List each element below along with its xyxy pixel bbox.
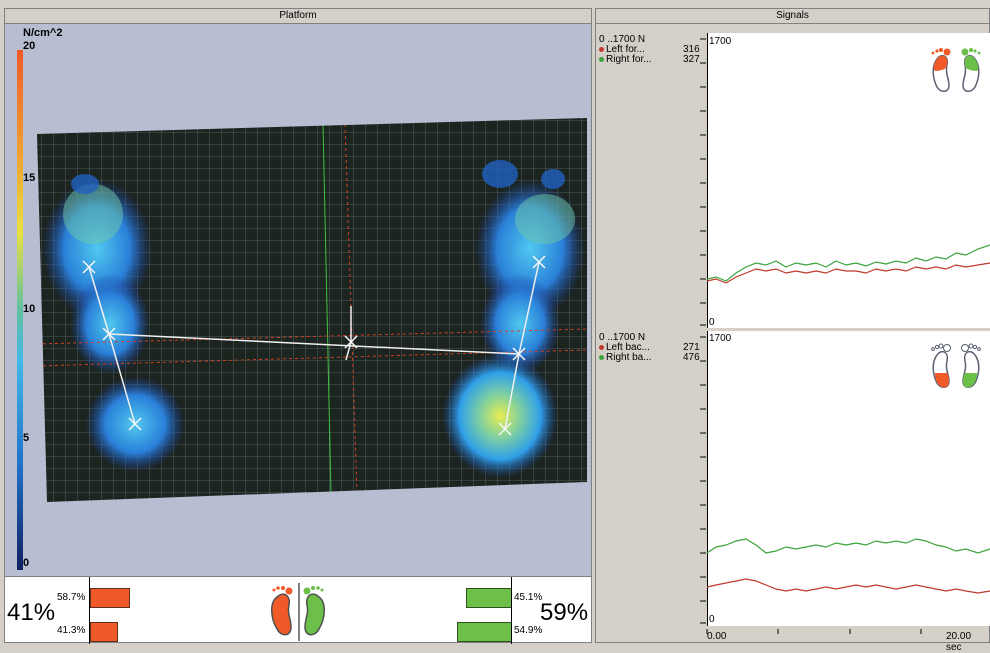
right-heel-row: Right ba... 476 bbox=[599, 353, 700, 363]
left-front-bar bbox=[90, 588, 130, 608]
back-range: 0 ..1700 N bbox=[599, 332, 646, 343]
left-back-percent: 41.3% bbox=[57, 625, 86, 636]
back-right-trace bbox=[706, 538, 990, 554]
left-forefoot-row: Left for... 316 bbox=[599, 45, 700, 55]
right-forefoot-row: Right for... 327 bbox=[599, 55, 700, 65]
left-heel-row: Left bac... 271 bbox=[599, 343, 700, 353]
scale-label-10: 10 bbox=[23, 303, 36, 315]
forefoot-signal-icon bbox=[931, 48, 981, 92]
pressure-map bbox=[5, 24, 591, 576]
platform-panel: Platform bbox=[4, 8, 592, 576]
back-signals-legend: 0 ..1700 N Left bac... 271 Right ba... 476 bbox=[599, 332, 700, 363]
feet-balance-icon bbox=[271, 583, 325, 641]
pressure-unit-label: N/cm^2 bbox=[23, 27, 63, 39]
y-axis-ticks bbox=[700, 38, 922, 634]
back-max-label: 1700 bbox=[709, 333, 732, 344]
right-total-percent: 59% bbox=[540, 599, 589, 626]
front-right-trace bbox=[706, 244, 990, 282]
left-front-percent: 58.7% bbox=[57, 592, 86, 603]
left-back-bar bbox=[90, 622, 118, 642]
heel-signal-icon bbox=[931, 343, 981, 388]
right-heel-pressure bbox=[442, 354, 558, 478]
back-min-label: 0 bbox=[709, 614, 715, 625]
time-start-label: 0.00 bbox=[707, 631, 727, 642]
scale-label-20: 20 bbox=[23, 40, 36, 52]
right-back-bar bbox=[457, 622, 512, 642]
back-left-trace bbox=[706, 578, 990, 594]
scale-label-0: 0 bbox=[23, 557, 30, 569]
front-max-label: 1700 bbox=[709, 36, 732, 47]
signals-title: Signals bbox=[596, 9, 989, 24]
signal-traces bbox=[700, 38, 990, 634]
scale-label-5: 5 bbox=[23, 432, 30, 444]
platform-title: Platform bbox=[5, 9, 591, 24]
right-front-bar bbox=[466, 588, 512, 608]
front-min-label: 0 bbox=[709, 317, 715, 328]
front-range: 0 ..1700 N bbox=[599, 34, 646, 45]
left-total-percent: 41% bbox=[7, 599, 56, 626]
front-left-trace bbox=[706, 262, 990, 284]
scale-label-15: 15 bbox=[23, 172, 36, 184]
left-divider bbox=[89, 577, 90, 644]
cop-markers bbox=[82, 255, 546, 436]
front-signals-legend: 0 ..1700 N Left for... 316 Right for... 32… bbox=[599, 34, 700, 65]
balance-panel: 41% 58.7% 41.3% 45.1% 54.9% 59% bbox=[4, 576, 592, 644]
signals-panel: Signals 0 ..1700 N Left for... 316 Right … bbox=[595, 8, 990, 653]
right-back-percent: 54.9% bbox=[514, 625, 543, 636]
right-divider bbox=[511, 577, 512, 644]
right-front-percent: 45.1% bbox=[514, 592, 543, 603]
color-scale-bar bbox=[17, 50, 23, 570]
